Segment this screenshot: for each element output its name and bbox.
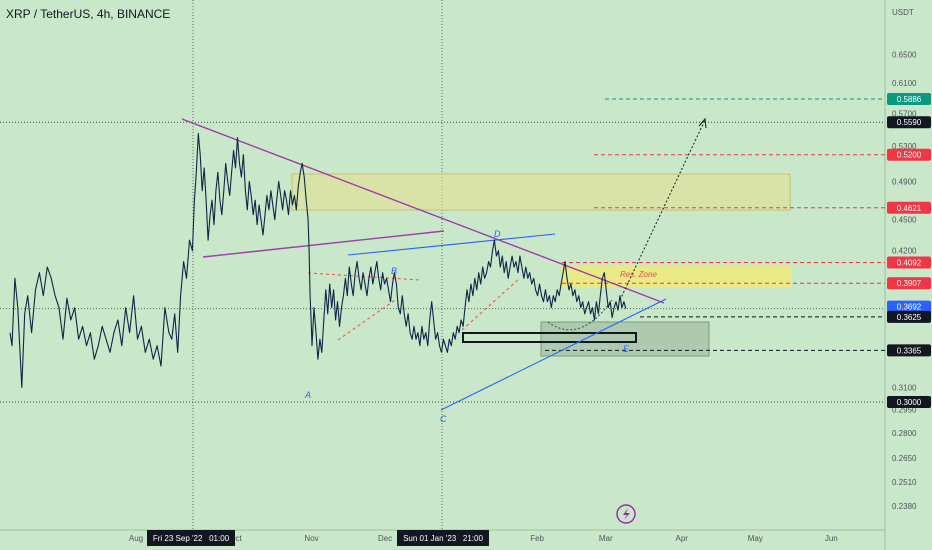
time-tick-label: Jun <box>825 534 838 543</box>
horizontal-levels <box>0 98 885 403</box>
price-tag-label: 0.4621 <box>897 204 922 213</box>
time-tick-label: Dec <box>378 534 392 543</box>
price-tick-label: 0.4500 <box>892 216 917 225</box>
time-tick-label: Feb <box>530 534 544 543</box>
price-series-group <box>9 133 627 388</box>
lightning-bolt-icon <box>623 508 630 520</box>
price-tag-bg <box>887 256 931 269</box>
time-tick-label: Apr <box>676 534 689 543</box>
projection-arrow <box>619 119 706 301</box>
price-tick-label: 0.5700 <box>892 109 917 118</box>
descending-trendline[interactable] <box>181 118 665 304</box>
wave-label-a: A <box>304 390 311 400</box>
price-tag-bg <box>887 277 931 290</box>
price-tick-label: 0.2950 <box>892 406 917 415</box>
crosshair-date-label-2: Sun 01 Jan '23 21:00 <box>403 534 483 543</box>
price-tag-bg <box>887 93 931 105</box>
price-tick-label: 0.2380 <box>892 502 917 511</box>
price-tag-bg <box>887 148 931 161</box>
crosshair-date-bg-1 <box>147 530 235 546</box>
price-tag-label: 0.3365 <box>897 346 922 355</box>
price-tick-label: 0.3100 <box>892 383 917 392</box>
price-tag-bg <box>887 396 931 408</box>
wave-label-b: B <box>391 266 397 276</box>
price-tag-bg <box>887 116 931 129</box>
wave-label-e: E <box>623 344 630 354</box>
price-tag-label: 0.3625 <box>897 313 922 322</box>
price-tag-label: 0.5200 <box>897 151 922 160</box>
price-series-line[interactable] <box>9 133 627 388</box>
price-tag-bg <box>887 310 931 323</box>
wave-label-d: D <box>494 229 501 239</box>
price-tick-label: 0.6500 <box>892 50 917 59</box>
wave-d-line <box>461 277 521 331</box>
time-tick-label: Mar <box>599 534 613 543</box>
wave-e-curve <box>547 299 613 331</box>
wave-label-c: C <box>440 414 447 424</box>
price-tick-label: 0.4200 <box>892 247 917 256</box>
price-tick-label: 0.2510 <box>892 478 917 487</box>
price-axis-background <box>885 0 932 550</box>
supply-zone[interactable] <box>291 173 791 211</box>
price-tick-label: 0.6100 <box>892 79 917 88</box>
price-tag-label: 0.3000 <box>897 398 922 407</box>
time-tick-label: Oct <box>229 534 242 543</box>
price-tag-label: 0.3692 <box>897 303 922 312</box>
currency-label: USDT <box>892 8 914 17</box>
triangle-lower-line[interactable] <box>202 230 445 258</box>
price-tag-label: 0.5590 <box>897 118 922 127</box>
price-tags-group: 0.5886 0.5590 0.5200 0.4621 0.4092 0.3907 0.36… <box>887 93 931 408</box>
time-tick-label: Aug <box>129 534 143 543</box>
price-tag-label: 0.3907 <box>897 279 922 288</box>
res-zone-label: Res. Zone <box>620 270 657 279</box>
symbol-title[interactable]: XRP / TetherUS, 4h, BINANCE <box>6 7 170 21</box>
price-tick-label: 0.2650 <box>892 454 917 463</box>
price-tick-label: 0.5300 <box>892 142 917 151</box>
time-tick-label: Nov <box>304 534 318 543</box>
price-tick-label: 0.2800 <box>892 429 917 438</box>
price-tag-bg <box>887 344 931 357</box>
price-tick-label: 0.4900 <box>892 177 917 186</box>
support-box[interactable] <box>462 332 637 343</box>
channel-upper-line[interactable] <box>347 233 556 256</box>
crosshair-date-label-1: Fri 23 Sep '22 01:00 <box>153 534 230 543</box>
projection-arrowhead-icon <box>698 117 707 129</box>
lightning-icon[interactable] <box>616 504 636 524</box>
time-tick-label: May <box>748 534 763 543</box>
channel-lower-line[interactable] <box>440 298 667 411</box>
price-tag-bg <box>887 201 931 214</box>
price-tag-label: 0.5886 <box>897 95 922 104</box>
price-tag-label: 0.4092 <box>897 258 922 267</box>
crosshair-date-bg-2 <box>397 530 489 546</box>
res-zone-box[interactable] <box>562 266 792 287</box>
